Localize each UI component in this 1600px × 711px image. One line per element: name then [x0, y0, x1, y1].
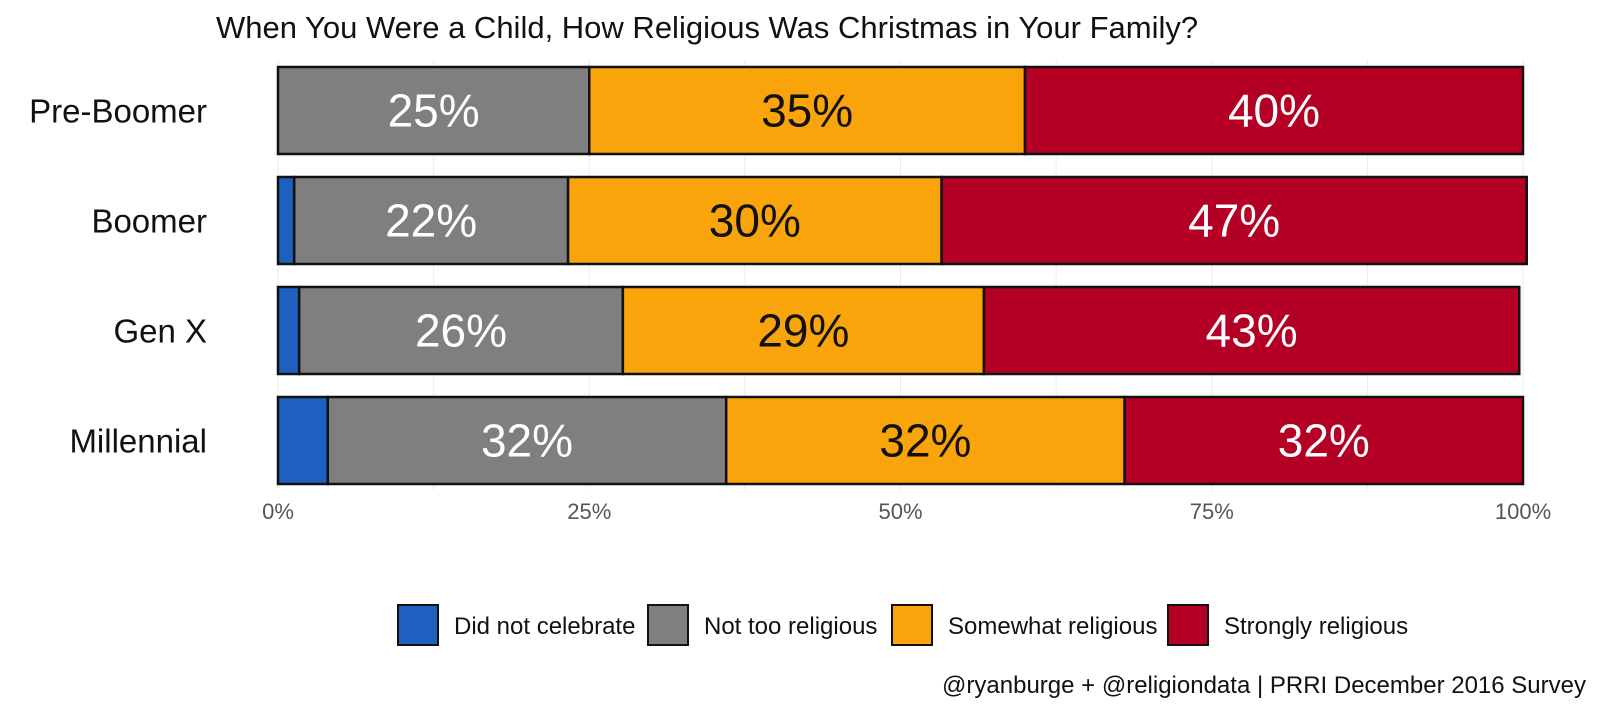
category-label: Millennial: [69, 423, 207, 460]
bar-somewhat-religious-gen-x: [621, 285, 986, 376]
legend-swatch-not-too-religious: [647, 604, 689, 646]
bar-label: 43%: [1206, 305, 1298, 357]
category-label: Pre-Boomer: [29, 93, 207, 130]
legend-swatch-somewhat-religious: [891, 604, 933, 646]
bar-strongly-religious-boomer: [940, 175, 1528, 266]
legend-label: Did not celebrate: [454, 613, 635, 640]
x-tick-label: 50%: [878, 499, 922, 524]
bar-strongly-religious-millennial: [1123, 395, 1525, 486]
category-labels: Pre-Boomer Boomer Gen X Millennial: [29, 93, 207, 460]
x-axis-tick-labels: 0% 25% 50% 75% 100%: [262, 499, 1551, 524]
bar-label: 32%: [481, 415, 573, 467]
legend-label: Somewhat religious: [948, 613, 1157, 640]
bar-not-too-religious-millennial: [326, 395, 728, 486]
bar-strongly-religious-gen-x: [982, 285, 1521, 376]
bar-label: 40%: [1228, 85, 1320, 137]
bar-label: 30%: [709, 195, 801, 247]
legend: Did not celebrate Not too religious Somewh…: [397, 604, 1408, 646]
legend-swatch-did-not-celebrate: [397, 604, 439, 646]
bars: 25% 35% 40% 22% 30% 47% 26% 29% 43% 32% 32% 32%: [276, 65, 1528, 486]
x-tick-label: 0%: [262, 499, 294, 524]
bar-did-not-celebrate-millennial: [276, 395, 330, 486]
x-tick-label: 100%: [1495, 499, 1551, 524]
x-tick-label: 75%: [1190, 499, 1234, 524]
bar-somewhat-religious-millennial: [724, 395, 1126, 486]
legend-label: Not too religious: [704, 613, 877, 640]
bar-did-not-celebrate-boomer: [276, 175, 296, 266]
bar-label: 29%: [757, 305, 849, 357]
category-label: Gen X: [113, 313, 207, 350]
bar-label: 35%: [761, 85, 853, 137]
bar-label: 47%: [1188, 195, 1280, 247]
bar-label: 32%: [879, 415, 971, 467]
bar-label: 32%: [1278, 415, 1370, 467]
bar-somewhat-religious-pre-boomer: [588, 65, 1027, 156]
category-label: Boomer: [91, 203, 207, 240]
bar-label: 25%: [388, 85, 480, 137]
chart-title: When You Were a Child, How Religious Was…: [216, 10, 1198, 45]
bar-label: 26%: [415, 305, 507, 357]
bar-did-not-celebrate-gen-x: [276, 285, 301, 376]
bar-label: 22%: [385, 195, 477, 247]
x-tick-label: 25%: [567, 499, 611, 524]
bar-not-too-religious-boomer: [292, 175, 570, 266]
bar-strongly-religious-pre-boomer: [1023, 65, 1525, 156]
bar-not-too-religious-gen-x: [297, 285, 625, 376]
legend-swatch-strongly-religious: [1167, 604, 1209, 646]
bar-somewhat-religious-boomer: [566, 175, 943, 266]
chart-caption: @ryanburge + @religiondata | PRRI Decemb…: [942, 672, 1586, 699]
legend-label: Strongly religious: [1224, 613, 1408, 640]
